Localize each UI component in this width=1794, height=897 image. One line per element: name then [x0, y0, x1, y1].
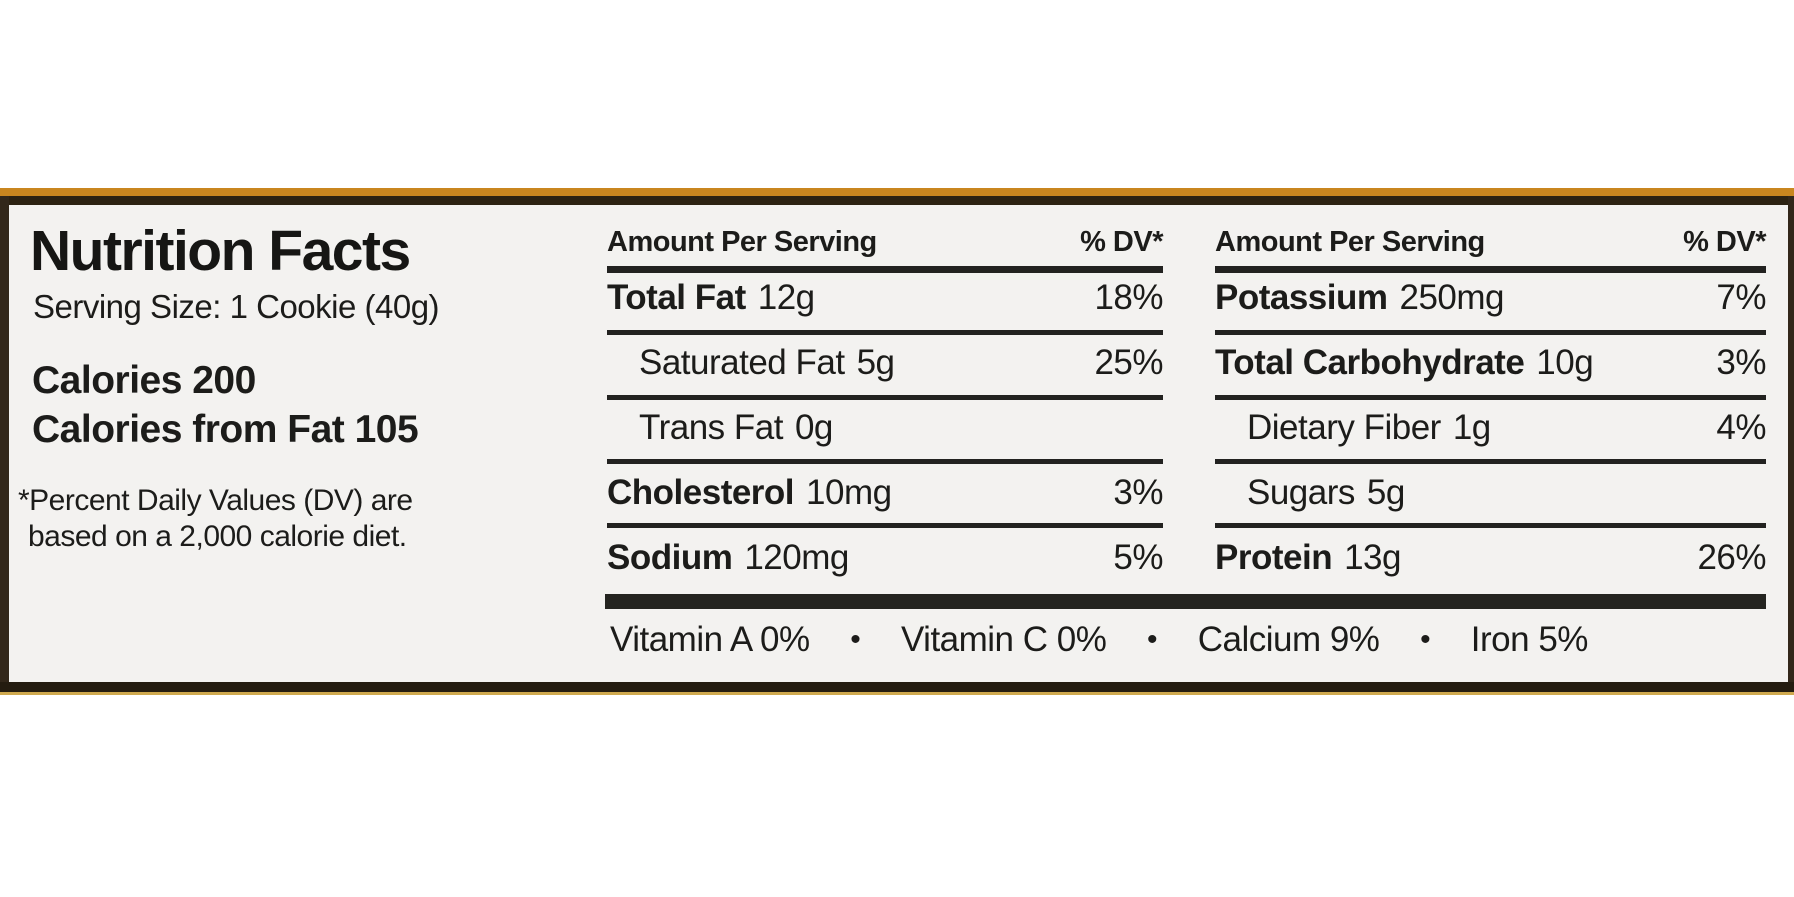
bullet-icon: •: [1420, 623, 1431, 656]
divider: [1215, 523, 1766, 528]
nutrient-name: Saturated Fat: [639, 343, 845, 382]
nutrient-amount: 12g: [757, 278, 815, 317]
nutrient-name: Sugars: [1247, 473, 1355, 512]
table-row: Sugars 5g: [1215, 473, 1766, 513]
label-left-border: [0, 196, 9, 685]
nutrient-name: Total Carbohydrate: [1215, 343, 1525, 382]
table-row: Total Carbohydrate 10g 3%: [1215, 343, 1766, 383]
dv-footnote-line1: *Percent Daily Values (DV) are: [18, 484, 413, 517]
calories-line: Calories 200: [32, 359, 256, 402]
bullet-icon: •: [850, 623, 861, 656]
nutrient-amount: 13g: [1344, 538, 1401, 577]
nutrient-name: Potassium: [1215, 278, 1388, 317]
percent-dv-header: % DV*: [1080, 226, 1163, 258]
amount-per-serving-header: Amount Per Serving: [1215, 226, 1485, 258]
nutrient-column-2: Amount Per Serving % DV* Potassium 250mg…: [1215, 0, 1766, 682]
nutrient-column-1: Amount Per Serving % DV* Total Fat 12g 1…: [607, 0, 1163, 682]
percent-dv-header: % DV*: [1683, 226, 1766, 258]
nutrient-amount: 10mg: [806, 473, 892, 512]
nutrient-amount: 1g: [1452, 408, 1491, 447]
nutrient-name: Sodium: [607, 538, 733, 577]
table-row: Dietary Fiber 1g 4%: [1215, 408, 1766, 448]
package-top-orange-border: [0, 188, 1794, 196]
nutrient-dv: 5%: [1113, 538, 1163, 577]
page-title: Nutrition Facts: [30, 219, 411, 283]
calcium-value: Calcium 9%: [1197, 620, 1380, 659]
table-row: Trans Fat 0g: [607, 408, 1163, 448]
nutrient-name: Cholesterol: [607, 473, 795, 512]
vitamin-a-value: Vitamin A 0%: [610, 620, 810, 659]
serving-size: Serving Size: 1 Cookie (40g): [33, 288, 440, 325]
nutrient-dv: 18%: [1094, 278, 1163, 317]
divider: [607, 523, 1163, 528]
table-row: Potassium 250mg 7%: [1215, 278, 1766, 318]
micronutrients-row: Vitamin A 0% • Vitamin C 0% • Calcium 9%…: [610, 620, 1588, 660]
divider: [1215, 330, 1766, 335]
nutrient-dv: 26%: [1697, 538, 1766, 577]
package-bottom-gold-line: [0, 692, 1794, 695]
nutrient-name: Trans Fat: [639, 408, 783, 447]
calories-from-fat-line: Calories from Fat 105: [32, 408, 419, 451]
nutrient-name: Dietary Fiber: [1247, 408, 1441, 447]
table-row: Sodium 120mg 5%: [607, 538, 1163, 578]
nutrient-name: Protein: [1215, 538, 1333, 577]
divider: [607, 459, 1163, 464]
nutrient-amount: 120mg: [744, 538, 849, 577]
label-bottom-border: [0, 682, 1794, 692]
bullet-icon: •: [1147, 623, 1158, 656]
nutrient-amount: 5g: [856, 343, 895, 382]
table-row: Cholesterol 10mg 3%: [607, 473, 1163, 513]
iron-value: Iron 5%: [1470, 620, 1589, 659]
nutrient-dv: 3%: [1716, 343, 1766, 382]
nutrient-dv: 4%: [1716, 408, 1766, 447]
column-header: Amount Per Serving % DV*: [607, 226, 1163, 259]
nutrient-amount: 250mg: [1399, 278, 1505, 317]
divider: [607, 395, 1163, 400]
label-right-border: [1788, 196, 1794, 685]
nutrient-dv: 3%: [1113, 473, 1163, 512]
nutrient-amount: 0g: [794, 408, 833, 447]
divider: [1215, 459, 1766, 464]
table-row: Protein 13g 26%: [1215, 538, 1766, 578]
table-row: Saturated Fat 5g 25%: [607, 343, 1163, 383]
divider: [607, 266, 1163, 273]
dv-footnote-line2: based on a 2,000 calorie diet.: [28, 520, 407, 553]
table-row: Total Fat 12g 18%: [607, 278, 1163, 318]
dv-footnote: *Percent Daily Values (DV) are based on …: [18, 483, 413, 555]
nutrient-dv: 25%: [1094, 343, 1163, 382]
nutrient-name: Total Fat: [607, 278, 746, 317]
nutrient-dv: 7%: [1716, 278, 1766, 317]
nutrient-amount: 10g: [1536, 343, 1594, 382]
nutrient-amount: 5g: [1366, 473, 1405, 512]
label-top-border: [0, 196, 1794, 205]
divider: [1215, 266, 1766, 273]
divider: [1215, 395, 1766, 400]
amount-per-serving-header: Amount Per Serving: [607, 226, 877, 258]
divider: [607, 330, 1163, 335]
vitamin-c-value: Vitamin C 0%: [900, 620, 1107, 659]
thick-divider: [605, 594, 1766, 609]
column-header: Amount Per Serving % DV*: [1215, 226, 1766, 259]
